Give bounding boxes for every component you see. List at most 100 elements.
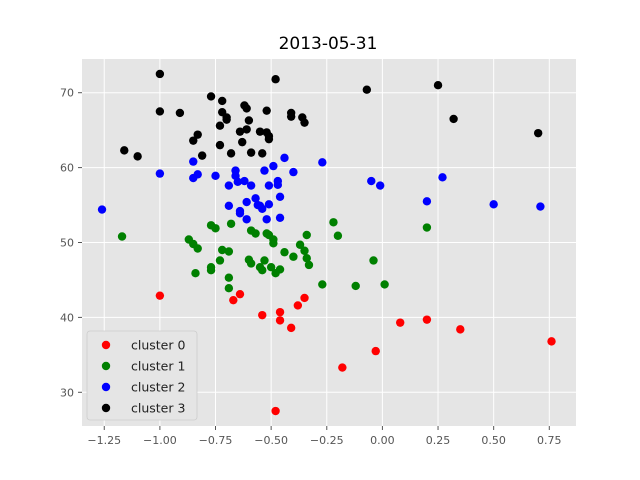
data-point: [275, 316, 285, 325]
data-point: [175, 108, 185, 118]
data-point: [293, 301, 303, 310]
data-point: [264, 181, 274, 190]
data-point: [191, 269, 200, 278]
series-cluster-2: [97, 153, 545, 224]
data-point: [286, 323, 296, 333]
data-point: [264, 200, 274, 209]
data-point: [271, 406, 280, 416]
data-point: [262, 106, 271, 115]
data-point: [197, 151, 207, 160]
data-point: [371, 346, 380, 356]
data-point: [422, 223, 432, 232]
x-axis: −1.25 −1.00 −0.75 −0.50 −0.25 0.00 0.25 0.50 0.7…: [87, 426, 562, 447]
data-point: [269, 239, 278, 248]
data-point: [224, 273, 234, 282]
data-point: [289, 167, 298, 177]
x-tick-label: 0.00: [370, 434, 395, 447]
data-point: [224, 247, 234, 256]
data-point: [155, 69, 165, 79]
data-point: [536, 202, 545, 211]
data-point: [295, 240, 305, 249]
data-point: [255, 127, 265, 136]
legend-label: cluster 0: [131, 338, 185, 353]
legend-label: cluster 1: [131, 359, 185, 374]
data-point: [262, 215, 271, 224]
data-point: [240, 176, 249, 186]
y-axis: 30 40 50 60 70: [60, 87, 82, 399]
data-point: [117, 232, 127, 241]
data-point: [369, 256, 378, 265]
data-point: [258, 204, 267, 213]
data-point: [302, 254, 311, 263]
data-point: [226, 219, 236, 228]
data-point: [215, 121, 225, 130]
data-point: [189, 136, 198, 145]
x-tick-label: 0.75: [537, 434, 562, 447]
data-point: [456, 325, 465, 334]
data-point: [217, 96, 227, 106]
data-point: [266, 263, 276, 272]
data-point: [271, 75, 280, 84]
data-point: [242, 104, 251, 113]
data-point: [422, 197, 432, 206]
data-point: [258, 266, 267, 275]
legend: cluster 0 cluster 1 cluster 2 cluster 3: [86, 330, 198, 421]
data-point: [375, 181, 385, 190]
gridlines: [82, 59, 576, 426]
data-point: [120, 146, 129, 155]
data-point: [155, 107, 165, 116]
data-point: [489, 200, 498, 209]
data-point: [258, 310, 267, 320]
data-point: [300, 118, 309, 127]
y-tick-label: 40: [60, 311, 74, 324]
legend-label: cluster 3: [131, 401, 185, 416]
data-points: [97, 69, 556, 416]
data-point: [215, 140, 225, 150]
y-tick-label: 70: [60, 87, 74, 100]
legend-marker: [101, 361, 111, 371]
data-point: [422, 315, 432, 324]
data-point: [275, 265, 285, 274]
data-point: [260, 256, 269, 265]
data-point: [193, 170, 202, 179]
data-point: [438, 173, 447, 182]
x-tick-label: −0.25: [310, 434, 344, 447]
data-point: [206, 92, 216, 101]
data-point: [300, 246, 309, 255]
data-point: [235, 127, 245, 136]
data-point: [367, 176, 376, 186]
data-point: [211, 171, 220, 181]
data-point: [211, 224, 220, 233]
x-tick-label: −0.50: [254, 434, 288, 447]
data-point: [280, 248, 289, 257]
data-point: [246, 148, 256, 157]
series-cluster-1: [117, 218, 432, 293]
data-point: [302, 230, 311, 240]
data-point: [304, 260, 314, 270]
data-point: [258, 149, 267, 158]
chart-title: 2013-05-31: [279, 34, 378, 54]
data-point: [260, 166, 269, 175]
data-point: [235, 289, 245, 299]
data-point: [189, 157, 198, 166]
x-tick-label: 0.25: [426, 434, 451, 447]
data-point: [300, 293, 309, 303]
data-point: [222, 113, 231, 122]
data-point: [396, 318, 405, 327]
x-tick-label: −1.25: [87, 434, 121, 447]
data-point: [362, 85, 372, 94]
data-point: [193, 244, 202, 253]
data-point: [242, 215, 251, 224]
data-point: [155, 291, 165, 300]
data-point: [235, 209, 245, 218]
data-point: [215, 256, 225, 265]
series-cluster-3: [120, 69, 543, 161]
x-tick-label: −0.75: [199, 434, 233, 447]
series-cluster-0: [155, 289, 556, 416]
data-point: [155, 169, 165, 178]
data-point: [244, 116, 254, 125]
data-point: [275, 307, 285, 317]
data-point: [233, 177, 242, 187]
data-point: [246, 259, 256, 268]
data-point: [533, 128, 543, 138]
